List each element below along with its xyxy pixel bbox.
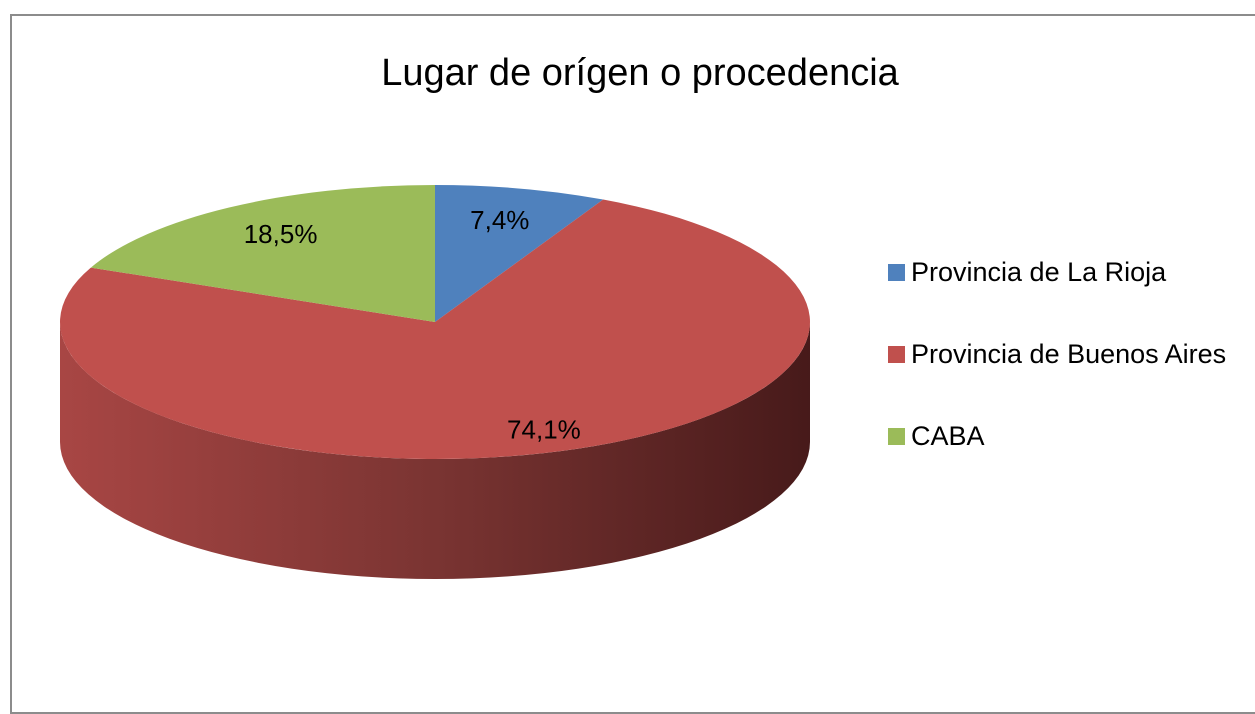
pie-slice bbox=[90, 185, 436, 322]
data-label: 74,1% bbox=[507, 414, 581, 444]
data-label: 18,5% bbox=[244, 219, 318, 249]
legend-item: CABA bbox=[888, 416, 1233, 456]
legend: Provincia de La Rioja Provincia de Buenos… bbox=[888, 252, 1233, 456]
data-label: 7,4% bbox=[470, 205, 529, 235]
legend-label: Provincia de Buenos Aires bbox=[911, 339, 1227, 369]
legend-item: Provincia de Buenos Aires bbox=[888, 334, 1233, 374]
legend-swatch bbox=[888, 264, 905, 281]
chart: Lugar de orígen o procedencia 7,4% 74,1% 1… bbox=[60, 52, 900, 579]
legend-swatch bbox=[888, 428, 905, 445]
pie-slice-side bbox=[60, 322, 810, 579]
pie-slice bbox=[60, 199, 811, 459]
legend-label: CABA bbox=[911, 421, 985, 451]
legend-label: Provincia de La Rioja bbox=[911, 257, 1167, 287]
chart-title: Lugar de orígen o procedencia bbox=[381, 52, 899, 94]
pie-sides bbox=[60, 322, 810, 579]
legend-item: Provincia de La Rioja bbox=[888, 252, 1233, 292]
pie-slice bbox=[435, 185, 604, 322]
page: Lugar de orígen o procedencia 7,4% 74,1% 1… bbox=[10, 14, 1255, 714]
legend-swatch bbox=[888, 346, 905, 363]
